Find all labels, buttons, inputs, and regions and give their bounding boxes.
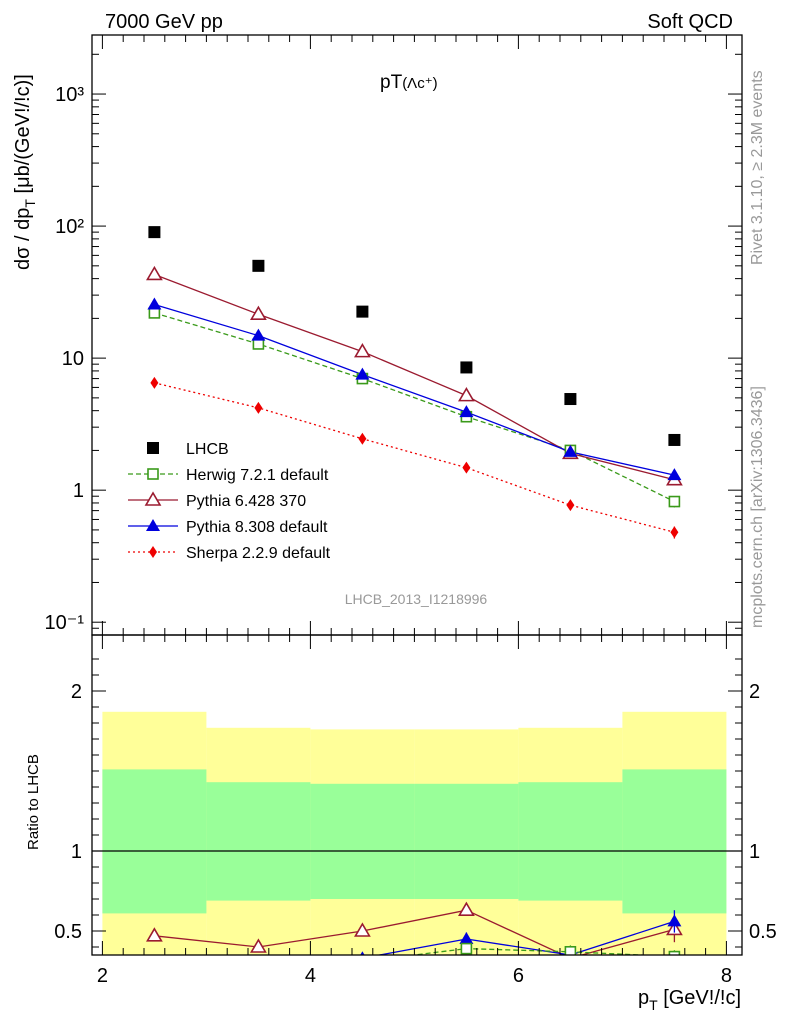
ratio-point	[250, 938, 267, 953]
legend-label: Pythia 6.428 370	[186, 493, 306, 510]
x-tick-label: 2	[97, 965, 108, 987]
inner-band-bin	[206, 782, 311, 901]
y-tick-label: 10⁻¹	[45, 612, 85, 634]
ratio-point	[251, 956, 265, 968]
x-tick-label: 8	[721, 965, 732, 987]
axes: 10³ 10² 10 1 10⁻¹ 2 4 6 8 0.5 0.5 1 1 2 2	[45, 34, 777, 987]
ratio-point	[360, 951, 365, 955]
legend: LHCB Herwig 7.2.1 default Pythia 6.428 370…	[128, 441, 331, 562]
ratio-point	[253, 964, 263, 974]
source-label: mcplots.cern.ch [arXiv:1306.3436]	[749, 386, 766, 628]
data-point	[354, 343, 371, 358]
series-line	[154, 382, 675, 533]
data-point	[668, 495, 681, 508]
ratio-point	[459, 932, 474, 944]
legend-item: Pythia 8.308 default	[128, 519, 328, 536]
data-point	[355, 367, 370, 380]
plot-title: pT(Λc⁺)	[380, 72, 438, 93]
data-point	[146, 265, 163, 281]
data-point	[668, 433, 681, 446]
data-point	[150, 376, 159, 389]
header-energy-label: 7000 GeV pp	[105, 11, 223, 33]
ratio-point	[357, 956, 367, 966]
legend-marker	[147, 442, 159, 454]
ratio-y-tick-label: 0.5	[54, 921, 82, 943]
y-tick-label: 10³	[55, 84, 84, 106]
data-point	[356, 305, 369, 318]
analysis-label: LHCB_2013_I1218996	[345, 591, 488, 607]
ratio-point	[147, 959, 161, 971]
legend-item: Sherpa 2.2.9 default	[128, 545, 331, 562]
data-point	[252, 259, 265, 272]
data-point	[458, 387, 475, 402]
legend-marker	[146, 519, 160, 531]
data-point	[254, 401, 263, 414]
ratio-y-tick-label: 1	[749, 841, 760, 863]
y-tick-label: 10²	[55, 216, 84, 238]
legend-label: Sherpa 2.2.9 default	[186, 545, 331, 562]
ratio-point	[354, 922, 371, 937]
ratio-y-tick-label: 0.5	[749, 921, 777, 943]
legend-item: LHCB	[147, 441, 229, 458]
data-point	[251, 328, 266, 341]
series-line	[154, 273, 675, 481]
data-point	[667, 468, 682, 481]
legend-label: Pythia 8.308 default	[186, 519, 328, 536]
data-point	[566, 499, 575, 512]
bottom-y-axis-title: Ratio to LHCB	[25, 754, 42, 850]
y-tick-label: 1	[73, 480, 84, 502]
ratio-y-tick-label: 2	[71, 681, 82, 703]
ratio-y-tick-label: 1	[71, 841, 82, 863]
legend-marker	[149, 546, 157, 558]
main-series	[146, 226, 683, 539]
series-line	[154, 303, 675, 476]
ratio-point	[564, 945, 577, 955]
data-point	[459, 405, 474, 418]
ratio-point	[668, 950, 681, 955]
ratio-point	[149, 968, 159, 978]
ratio-line	[154, 909, 675, 955]
data-point	[250, 305, 267, 321]
legend-label: Herwig 7.2.1 default	[186, 467, 329, 484]
data-point	[563, 444, 578, 457]
ratio-point	[146, 927, 163, 942]
ratio-point	[667, 914, 682, 927]
x-tick-label: 6	[513, 965, 524, 987]
top-y-axis-title: dσ / dpT [μb/(GeV!/!c)]	[12, 74, 38, 270]
data-point	[462, 461, 471, 474]
legend-marker	[144, 491, 162, 506]
data-point	[148, 226, 161, 239]
y-tick-label: 10	[62, 348, 84, 370]
legend-marker	[147, 468, 159, 480]
series-line	[154, 312, 675, 503]
legend-item: Pythia 6.428 370	[128, 491, 306, 510]
ratio-point	[458, 901, 475, 917]
x-axis-title: pT [GeV!/!c]	[638, 987, 741, 1013]
legend-item: Herwig 7.2.1 default	[128, 467, 329, 484]
inner-band-bin	[518, 782, 623, 901]
data-point	[460, 361, 473, 374]
x-tick-label: 4	[305, 965, 316, 987]
ratio-point	[460, 942, 473, 955]
data-point	[147, 297, 162, 310]
bottom-frame	[91, 634, 743, 956]
uncertainty-bands	[92, 711, 742, 955]
legend-label: LHCB	[186, 441, 229, 458]
ratio-line	[409, 947, 654, 955]
data-point	[564, 393, 577, 406]
inner-band-bin	[414, 783, 519, 899]
inner-band-bin	[310, 783, 415, 899]
data-point	[670, 526, 679, 539]
rivet-version-label: Rivet 3.1.10, ≥ 2.3M events	[749, 70, 766, 265]
data-point	[358, 432, 367, 445]
header-category-label: Soft QCD	[647, 11, 733, 33]
inner-band-bin	[622, 769, 727, 914]
inner-band-bin	[102, 769, 207, 914]
ratio-y-tick-label: 2	[749, 681, 760, 703]
